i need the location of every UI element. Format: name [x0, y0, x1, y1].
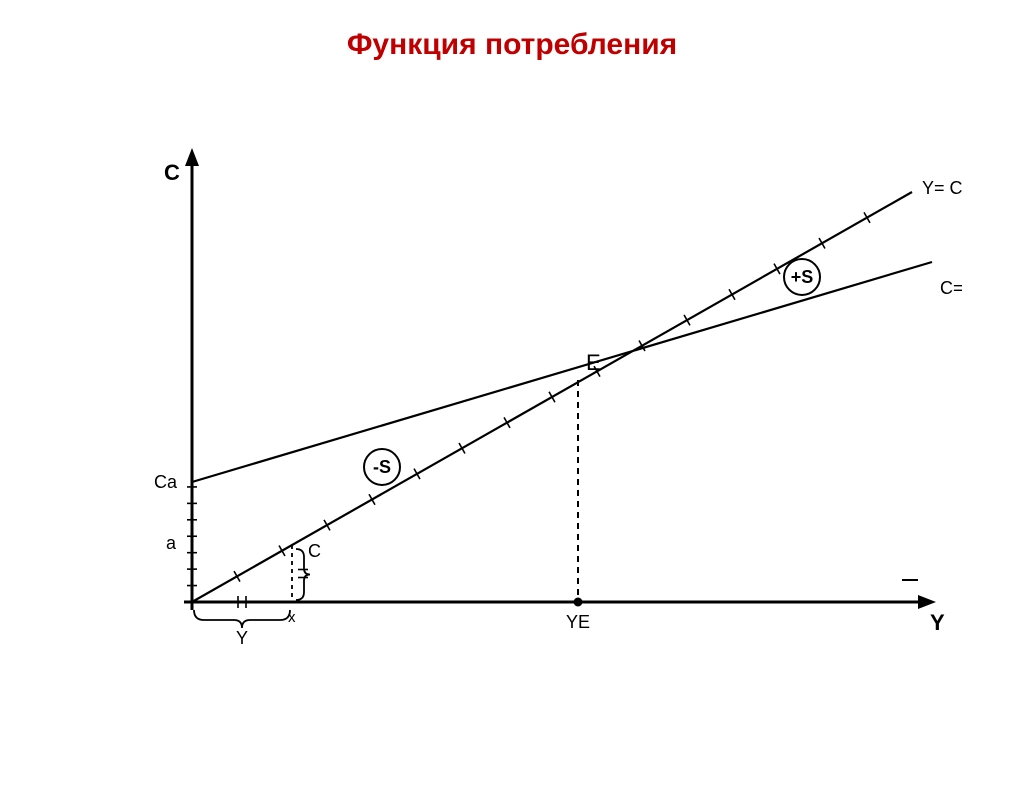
a-label: a	[166, 533, 177, 553]
badge-plus-s-text: +S	[791, 267, 814, 287]
y-axis-arrow	[185, 148, 199, 166]
consumption-line-label: C=a+b (Y-T)	[940, 278, 962, 298]
y-axis-label: C	[164, 160, 180, 185]
page-title: Функция потребления	[0, 28, 1024, 62]
consumption-line	[192, 262, 932, 482]
point-ye	[574, 598, 583, 607]
x-axis-label: Y	[930, 610, 945, 635]
point-e-label: E	[586, 350, 601, 375]
badge-minus-s-text: -S	[373, 457, 391, 477]
brace-y	[194, 610, 290, 628]
x-axis-arrow	[918, 595, 936, 609]
small-c-label: C	[308, 541, 321, 561]
intercept-ca-label: Ca	[154, 472, 178, 492]
ye-label: YE	[566, 612, 590, 632]
consumption-function-diagram: CYY= C (S=0)C=a+b (Y-T)CaEYE-S+SCxYa	[62, 62, 962, 682]
small-y-label: Y	[236, 628, 248, 648]
line-45deg-label: Y= C (S=0)	[922, 178, 962, 198]
